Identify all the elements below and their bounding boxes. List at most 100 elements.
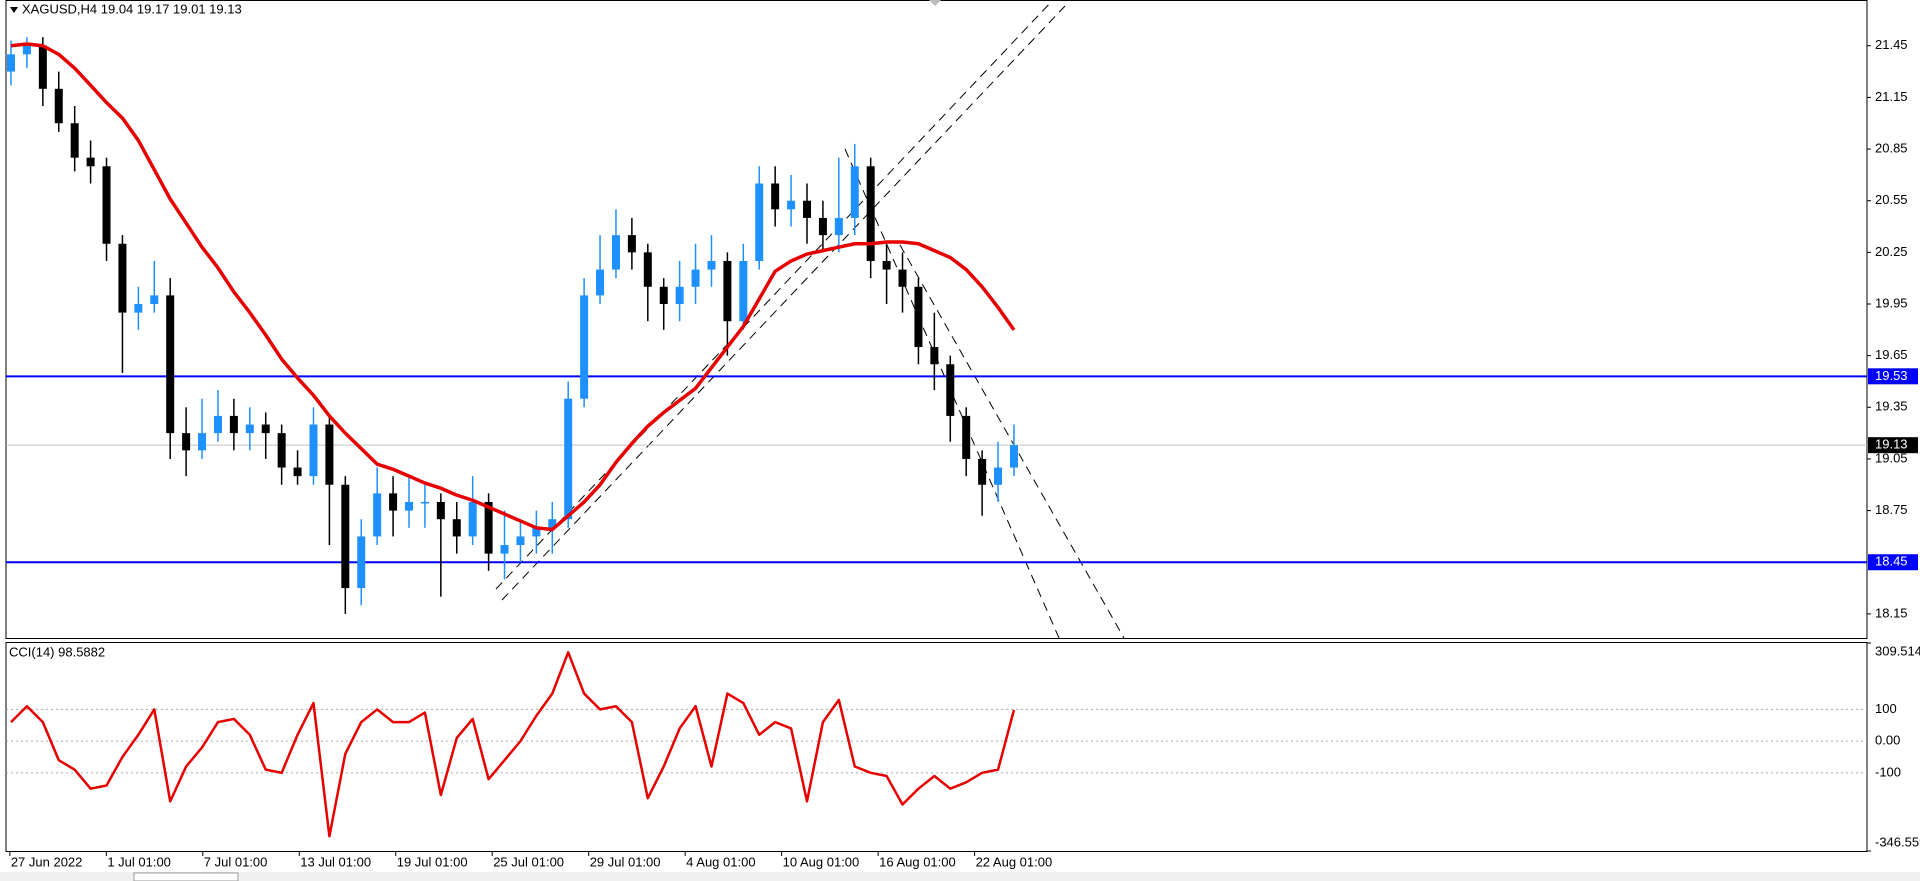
- candle-body: [277, 433, 286, 468]
- candle-body: [627, 235, 636, 253]
- indicator-title: CCI(14) 98.5882: [9, 644, 105, 659]
- candle-body: [675, 286, 684, 305]
- level-label-box: [1868, 554, 1918, 571]
- x-tick-label: 25 Jul 01:00: [493, 854, 564, 869]
- channel-line: [501, 5, 1066, 601]
- x-tick-label: 16 Aug 01:00: [879, 854, 956, 869]
- candle-body: [500, 545, 509, 554]
- candle-body: [643, 252, 652, 287]
- candle-body: [914, 286, 923, 348]
- y-tick-label: 20.55: [1875, 192, 1908, 207]
- candle-body: [229, 415, 238, 434]
- candle-body: [930, 347, 939, 365]
- level-label: 18.45: [1875, 554, 1908, 569]
- candle-body: [468, 501, 477, 537]
- candle-body: [532, 527, 541, 537]
- candle-body: [771, 183, 780, 210]
- current-price-box: [1868, 437, 1918, 454]
- candle-body: [882, 260, 891, 270]
- current-price-label: 19.13: [1875, 437, 1908, 452]
- candle-body: [962, 415, 971, 459]
- candle-body: [803, 200, 811, 218]
- candle-body: [707, 260, 716, 270]
- candle-body: [150, 295, 159, 305]
- tab[interactable]: [133, 872, 239, 881]
- y-tick-label: 309.514: [1875, 643, 1920, 658]
- y-tick-label: 18.15: [1875, 605, 1908, 620]
- y-tick-label: 19.05: [1875, 450, 1908, 465]
- x-tick-label: 19 Jul 01:00: [397, 854, 468, 869]
- x-tick-label: 27 Jun 2022: [11, 854, 83, 869]
- candle-body: [787, 200, 796, 210]
- candle-body: [564, 398, 573, 520]
- y-tick-label: 20.85: [1875, 140, 1908, 155]
- candle-body: [357, 536, 366, 589]
- candle-body: [580, 295, 589, 399]
- y-tick-label: 19.35: [1875, 399, 1908, 414]
- candle-body: [341, 484, 350, 589]
- candle-body: [198, 433, 207, 451]
- channel-lines: [495, 0, 1125, 639]
- candle-body: [994, 467, 1003, 485]
- level-label-box: [1868, 368, 1918, 385]
- candle-body: [978, 458, 987, 485]
- x-tick-label: 10 Aug 01:00: [783, 854, 860, 869]
- candle-body: [659, 286, 668, 305]
- candle-body: [850, 166, 859, 218]
- candle-body: [261, 424, 270, 434]
- candle-body: [86, 157, 95, 167]
- candle-body: [834, 217, 843, 236]
- indicator-line: [10, 651, 1016, 838]
- candle-body: [54, 88, 63, 124]
- level-label: 19.53: [1875, 368, 1908, 383]
- channel-line: [495, 0, 1054, 590]
- moving-average: [10, 42, 1016, 532]
- x-tick-label: 1 Jul 01:00: [107, 854, 171, 869]
- x-tick-label: 4 Aug 01:00: [686, 854, 755, 869]
- tab-bar: [0, 872, 1920, 881]
- candle-body: [373, 493, 382, 537]
- candle-body: [102, 166, 111, 244]
- y-tick-label: 100: [1875, 701, 1897, 716]
- candle-body: [325, 424, 334, 485]
- x-tick-label: 7 Jul 01:00: [204, 854, 268, 869]
- candle-body: [389, 493, 398, 511]
- candle-body: [739, 260, 748, 322]
- candle-body: [22, 45, 31, 55]
- y-tick-label: 21.45: [1875, 37, 1908, 52]
- candle-body: [596, 269, 605, 296]
- candle-body: [866, 166, 875, 261]
- candle-body: [420, 501, 429, 504]
- candle-body: [293, 467, 302, 477]
- x-tick-label: 22 Aug 01:00: [976, 854, 1053, 869]
- x-tick-label: 13 Jul 01:00: [300, 854, 371, 869]
- x-tick-label: 29 Jul 01:00: [590, 854, 661, 869]
- shift-marker: [929, 0, 941, 6]
- candle-body: [245, 424, 254, 434]
- candle-body: [1009, 445, 1018, 468]
- candle-body: [691, 269, 700, 287]
- y-tick-label: -100: [1875, 764, 1901, 779]
- channel-line: [899, 244, 1125, 639]
- candle-body: [516, 536, 525, 546]
- candle-body: [213, 415, 222, 434]
- candle-body: [548, 519, 557, 528]
- y-tick-label: -346.559: [1875, 834, 1920, 849]
- candle-body: [818, 217, 827, 236]
- y-tick-label: 18.75: [1875, 502, 1908, 517]
- y-tick-label: 20.25: [1875, 244, 1908, 259]
- y-tick-label: 21.15: [1875, 89, 1908, 104]
- candle-body: [484, 501, 493, 554]
- candle-body: [611, 235, 620, 270]
- candle-body: [309, 424, 318, 477]
- y-tick-label: 19.65: [1875, 347, 1908, 362]
- candle-body: [946, 364, 955, 416]
- title-arrow: [10, 7, 18, 13]
- candle-body: [182, 433, 191, 451]
- chart-title: XAGUSD,H4 19.04 19.17 19.01 19.13: [22, 1, 242, 16]
- y-tick-label: 0.00: [1875, 733, 1900, 748]
- candle-body: [755, 183, 764, 261]
